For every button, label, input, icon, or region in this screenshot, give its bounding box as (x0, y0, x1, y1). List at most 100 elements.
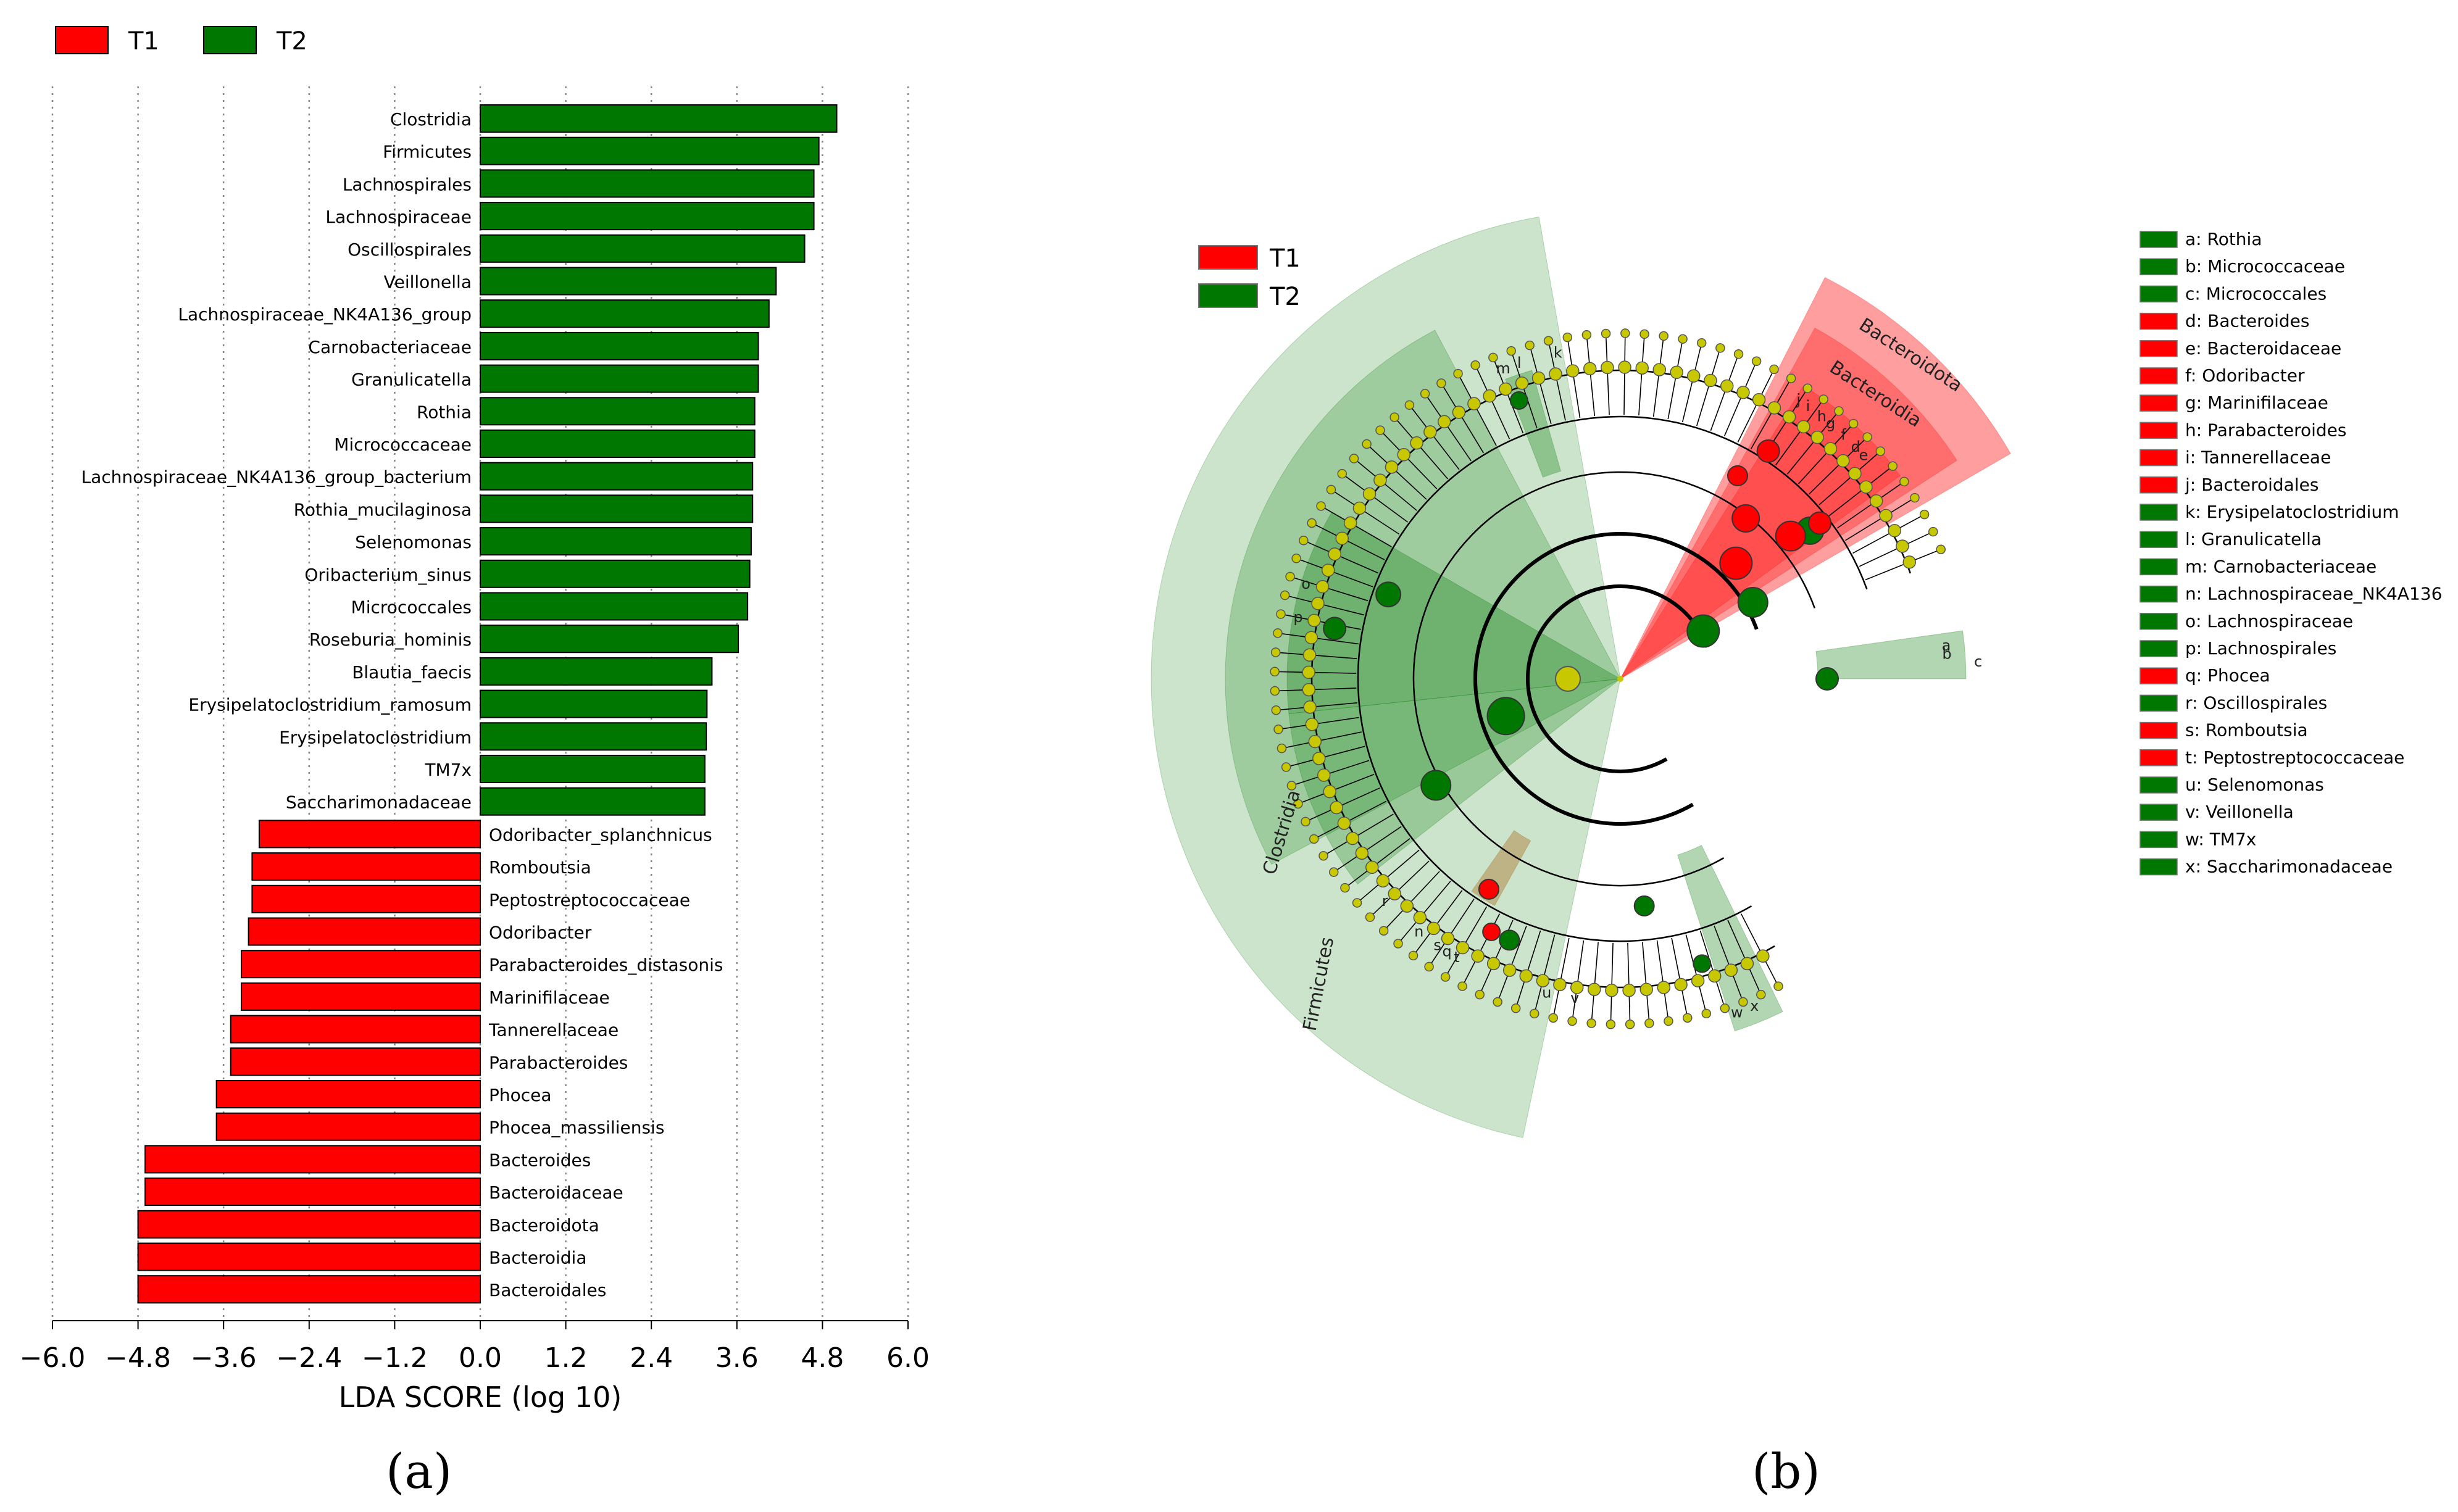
legend-label-t2: T2 (276, 27, 307, 56)
tree-leaf (1720, 1003, 1730, 1013)
node-letter-n: n (1414, 923, 1423, 941)
tree-node (1707, 969, 1722, 983)
tree-node (1311, 597, 1325, 610)
bar-label: Phocea_massiliensis (489, 1118, 664, 1138)
tree-branch (1623, 333, 1626, 415)
tree-node (1896, 539, 1909, 553)
node-letter-x: x (1750, 997, 1759, 1015)
node-letter-e: e (1859, 446, 1868, 463)
tree-node (1456, 941, 1470, 955)
tree-leaf (1273, 725, 1283, 734)
tree-leaf (1506, 346, 1516, 356)
tree-branch (1457, 373, 1497, 446)
bar-erysipelatoclostridium-ramosum (480, 689, 708, 718)
bar-label: TM7x (424, 760, 472, 780)
tree-leaf (1375, 425, 1385, 435)
node-letter-t: t (1454, 949, 1459, 966)
bar-tannerellaceae (230, 1015, 481, 1044)
tree-branch (1533, 934, 1556, 1014)
tree-branch (1412, 890, 1463, 956)
bar-firmicutes (480, 136, 820, 165)
tree-branch (1586, 334, 1596, 417)
tree-leaf (1404, 400, 1415, 410)
tree-node (1305, 718, 1319, 731)
root-dot (1617, 676, 1623, 682)
x-tick-label: −4.8 (105, 1342, 171, 1374)
clade-shade-bacteroidia (1620, 327, 1957, 679)
tree-branch (1552, 937, 1570, 1018)
tree-leaf (1307, 518, 1317, 528)
node-letter-j: j (1796, 391, 1801, 409)
key-label: t: Peptostreptococcaceae (2185, 747, 2404, 768)
bar-bacteroidota (137, 1210, 481, 1239)
tree-node (1756, 949, 1770, 963)
tree-node (1736, 386, 1750, 399)
x-tick-label: −2.4 (276, 1342, 342, 1374)
tree-leaf (1352, 898, 1362, 908)
tree-branch (1699, 930, 1726, 1009)
key-label: v: Veillonella (2185, 802, 2294, 822)
tree-branch (1291, 760, 1370, 786)
tree-branch (1710, 354, 1739, 431)
legend-a: T1 T2 (55, 26, 307, 56)
node-letter-d: d (1851, 438, 1860, 455)
key-swatch (2139, 285, 2178, 303)
bar-odoribacter-splanchnicus (258, 820, 481, 849)
bar-label: Marinifilaceae (489, 987, 610, 1008)
tree-node (1346, 831, 1359, 845)
tree-leaf (1548, 1013, 1558, 1023)
cladogram-key: a: Rothia b: Micrococcaceae c: Micrococcal… (2139, 229, 2442, 877)
tree-node (1302, 683, 1316, 697)
tree-leaf (1525, 340, 1535, 351)
tree-node (1587, 982, 1601, 996)
tree-node (1879, 509, 1893, 523)
node-letter-s: s (1433, 936, 1441, 953)
bar-selenomonas (480, 527, 752, 556)
tree-branch (1605, 333, 1610, 415)
x-tick-label: 2.4 (630, 1342, 673, 1374)
x-tick-label: −3.6 (191, 1342, 257, 1374)
tree-branch (1289, 576, 1369, 602)
tree-leaf (1928, 526, 1938, 537)
key-label: d: Bacteroides (2185, 311, 2309, 331)
tree-node (1410, 436, 1423, 450)
key-swatch (2139, 776, 2178, 794)
bar-granulicatella (480, 364, 759, 393)
node-letter-q: q (1443, 942, 1452, 960)
tree-leaf (1326, 484, 1336, 495)
tree-leaf (1493, 997, 1502, 1007)
tree-leaf (1802, 383, 1813, 394)
tree-branch (1333, 826, 1402, 873)
tree-branch (1737, 369, 1775, 442)
tree-leaf (1756, 989, 1766, 1000)
key-swatch (2139, 258, 2178, 275)
tree-node (1810, 430, 1824, 444)
tree-node (1328, 547, 1341, 561)
bar-tm7x (480, 755, 706, 783)
tree-leaf (1701, 1008, 1712, 1019)
bar-parabacteroides-distasonis (241, 950, 481, 979)
bar-micrococcales (480, 592, 749, 621)
tree-node (1848, 467, 1862, 481)
tree-branch (1383, 871, 1440, 931)
tree-leaf (1919, 509, 1930, 520)
tree-leaf (1848, 418, 1859, 429)
tree-leaf (1270, 686, 1280, 696)
key-swatch (2139, 476, 2178, 494)
tree-node (1376, 874, 1390, 888)
tree-node (1583, 362, 1597, 376)
biomarker-node (1775, 520, 1806, 552)
node-letter-v: v (1570, 989, 1579, 1007)
tree-node (1782, 410, 1796, 424)
tree-leaf (1319, 850, 1328, 861)
x-tick-label: −6.0 (20, 1342, 86, 1374)
tree-leaf (1270, 647, 1281, 657)
bar-label: Micrococcaceae (334, 434, 472, 455)
tree-branch (1305, 787, 1380, 823)
key-label: m: Carnobacteriaceae (2185, 556, 2377, 576)
key-swatch (2139, 858, 2178, 876)
tree-branch (1652, 336, 1664, 417)
tree-branch (1409, 404, 1460, 470)
tree-node (1639, 982, 1654, 996)
tree-branch (1344, 838, 1410, 889)
